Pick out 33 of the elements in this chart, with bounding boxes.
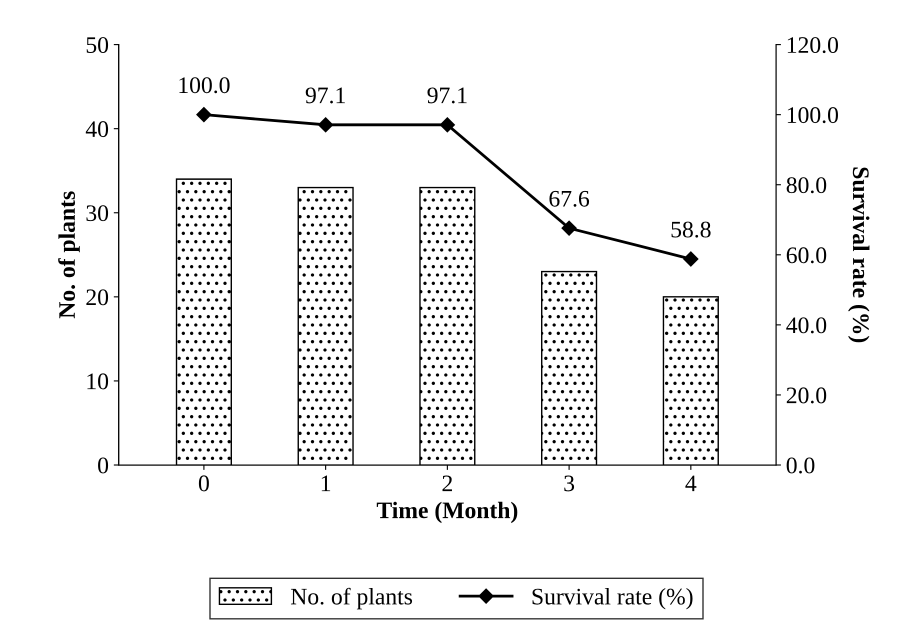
point: [562, 220, 577, 236]
point: [683, 251, 698, 267]
y2-axis-title: Survival rate (%): [848, 168, 870, 342]
y2-tick-label: 100.0: [788, 107, 838, 124]
data-label: 97.1: [427, 87, 467, 104]
point: [318, 117, 334, 132]
data-label: 58.8: [672, 222, 711, 238]
point: [196, 107, 212, 122]
x-tick-label: 3: [564, 475, 574, 492]
y-tick-label: 10: [87, 373, 108, 390]
x-tick-label: 0: [198, 475, 209, 492]
y2-tick-label: 120.0: [788, 37, 838, 54]
point: [440, 117, 455, 132]
y2-tick-label: 80.0: [786, 177, 826, 194]
y2-tick-label: 40.0: [786, 317, 826, 334]
legend-label: No. of plants: [290, 588, 412, 610]
y-tick-label: 40: [86, 121, 108, 138]
x-axis-title: Time (Month): [376, 502, 518, 524]
y-tick-label: 30: [86, 205, 108, 222]
data-label: 100.0: [179, 77, 230, 94]
data-label: 67.6: [549, 190, 590, 207]
data-label: 97.1: [306, 87, 345, 104]
y2-tick-label: 0.0: [786, 458, 814, 474]
legend-label: Survival rate (%): [532, 588, 693, 610]
x-tick-label: 4: [685, 476, 696, 492]
y-tick-label: 50: [86, 37, 108, 54]
y2-tick-label: 60.0: [786, 247, 826, 264]
y-tick-label: 0: [98, 458, 108, 474]
x-tick-label: 2: [442, 475, 452, 492]
y2-tick-label: 20.0: [786, 387, 826, 404]
y-axis-title: No. of plants: [58, 191, 80, 318]
y-tick-label: 20: [86, 289, 108, 306]
x-tick-label: 1: [322, 476, 330, 492]
